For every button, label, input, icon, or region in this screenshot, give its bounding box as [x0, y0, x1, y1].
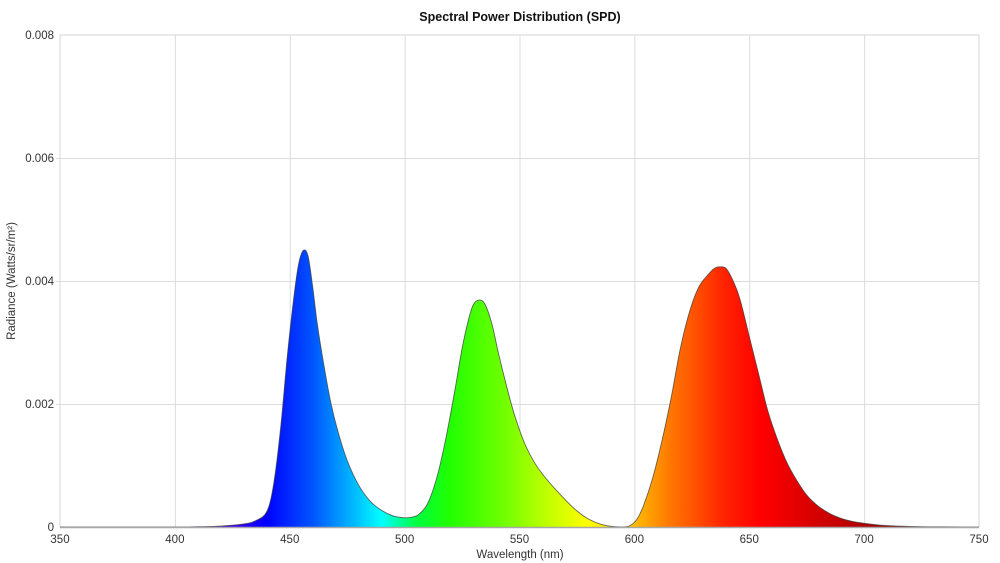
- spd-curve-line: [60, 249, 980, 528]
- x-tick-label: 600: [625, 534, 644, 546]
- x-tick-label: 750: [969, 534, 988, 546]
- y-tick-label: 0.008: [25, 30, 54, 42]
- x-tick-label: 450: [280, 534, 299, 546]
- x-tick-label: 650: [740, 534, 759, 546]
- chart-title: Spectral Power Distribution (SPD): [419, 10, 620, 24]
- y-tick-label: 0.002: [25, 399, 54, 411]
- y-axis-ticks: 0 0.002 0.004 0.006 0.008: [25, 30, 54, 534]
- y-tick-label: 0: [48, 522, 54, 534]
- x-tick-label: 350: [50, 534, 69, 546]
- x-axis-ticks: 350 400 450 500 550 600 650 700 750: [50, 534, 988, 546]
- x-tick-label: 550: [510, 534, 529, 546]
- x-tick-label: 700: [855, 534, 874, 546]
- spd-area-fill: [60, 249, 979, 527]
- y-tick-label: 0.006: [25, 153, 54, 165]
- grid-lines: [56, 35, 979, 527]
- y-axis-label: Radiance (Watts/sr/m²): [6, 222, 18, 340]
- x-tick-label: 400: [165, 534, 184, 546]
- x-tick-label: 500: [395, 534, 414, 546]
- y-tick-label: 0.004: [25, 276, 54, 288]
- x-axis-label: Wavelength (nm): [476, 549, 563, 561]
